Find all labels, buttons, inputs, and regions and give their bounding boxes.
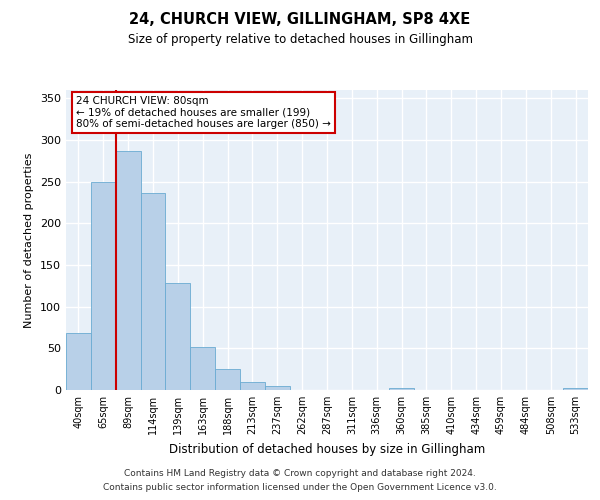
Bar <box>116 151 140 390</box>
Bar <box>265 386 290 390</box>
Text: Distribution of detached houses by size in Gillingham: Distribution of detached houses by size … <box>169 442 485 456</box>
Bar <box>91 182 116 390</box>
Bar <box>190 346 215 390</box>
Text: Contains HM Land Registry data © Crown copyright and database right 2024.: Contains HM Land Registry data © Crown c… <box>124 468 476 477</box>
Bar <box>66 334 91 390</box>
Bar <box>563 388 588 390</box>
Y-axis label: Number of detached properties: Number of detached properties <box>25 152 34 328</box>
Text: Size of property relative to detached houses in Gillingham: Size of property relative to detached ho… <box>128 32 473 46</box>
Text: 24 CHURCH VIEW: 80sqm
← 19% of detached houses are smaller (199)
80% of semi-det: 24 CHURCH VIEW: 80sqm ← 19% of detached … <box>76 96 331 129</box>
Bar <box>140 192 166 390</box>
Bar <box>240 382 265 390</box>
Text: 24, CHURCH VIEW, GILLINGHAM, SP8 4XE: 24, CHURCH VIEW, GILLINGHAM, SP8 4XE <box>130 12 470 28</box>
Text: Contains public sector information licensed under the Open Government Licence v3: Contains public sector information licen… <box>103 484 497 492</box>
Bar <box>389 388 414 390</box>
Bar <box>215 369 240 390</box>
Bar <box>166 284 190 390</box>
